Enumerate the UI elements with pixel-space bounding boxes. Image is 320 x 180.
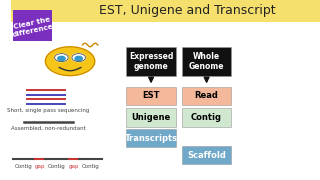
FancyBboxPatch shape [12,0,320,22]
FancyBboxPatch shape [126,129,176,147]
Text: Assembled, non-redundant: Assembled, non-redundant [11,125,86,130]
FancyBboxPatch shape [126,87,176,105]
Circle shape [45,47,95,76]
Text: gap: gap [35,164,45,169]
Text: Contig: Contig [82,164,100,169]
Text: Transcripts: Transcripts [124,134,178,143]
FancyBboxPatch shape [182,146,231,164]
Circle shape [72,54,85,62]
Text: Contig: Contig [14,164,32,169]
FancyBboxPatch shape [126,47,176,76]
Text: Expressed
genome: Expressed genome [129,52,173,71]
Text: Scaffold: Scaffold [187,151,226,160]
Text: Whole
Genome: Whole Genome [189,52,224,71]
Text: Clear the
difference: Clear the difference [10,16,54,38]
Text: Short, single pass sequencing: Short, single pass sequencing [7,108,90,113]
Text: Unigene: Unigene [132,113,171,122]
Circle shape [58,56,65,61]
Circle shape [75,56,82,61]
FancyBboxPatch shape [13,10,52,40]
Text: gap: gap [68,164,79,169]
Text: EST, Unigene and Transcript: EST, Unigene and Transcript [99,4,276,17]
Text: Contig: Contig [191,113,222,122]
FancyBboxPatch shape [182,87,231,105]
Text: Contig: Contig [48,164,66,169]
Text: Read: Read [195,91,219,100]
FancyBboxPatch shape [182,108,231,127]
FancyBboxPatch shape [182,47,231,76]
Text: EST: EST [142,91,160,100]
Circle shape [55,54,68,62]
FancyBboxPatch shape [126,108,176,127]
